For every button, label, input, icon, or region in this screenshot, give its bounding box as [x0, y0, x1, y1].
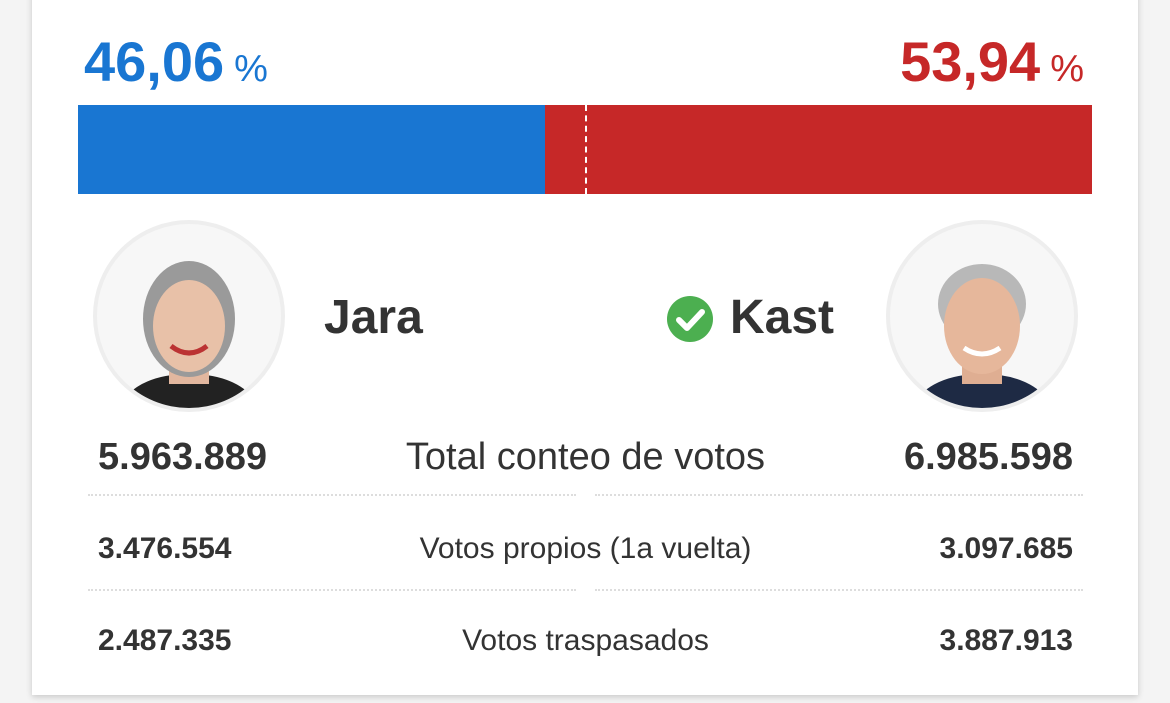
share-kast: 53,94% [900, 30, 1084, 101]
share-bar [78, 105, 1092, 194]
bar-segment [545, 105, 1092, 194]
share-value: 53,94 [900, 30, 1041, 93]
share-unit: % [1050, 48, 1084, 90]
divider [595, 589, 1083, 591]
row-label: Votos traspasados [462, 624, 709, 657]
votes-jara: 2.487.335 [98, 624, 232, 657]
votes-kast: 6.985.598 [903, 436, 1073, 478]
candidate-name: Jara [324, 291, 423, 344]
votes-kast: 3.887.913 [939, 624, 1073, 657]
bar-segment [78, 105, 546, 194]
divider [595, 494, 1083, 496]
row-label: Votos propios (1a vuelta) [419, 532, 752, 565]
majority-line [585, 105, 587, 194]
share-value: 46,06 [84, 30, 225, 93]
photo-jara [93, 220, 285, 412]
votes-jara: 5.963.889 [98, 436, 268, 478]
divider [88, 589, 576, 591]
votes-kast: 3.097.685 [939, 532, 1073, 565]
candidate-name: Kast [730, 291, 835, 344]
share-unit: % [234, 48, 268, 90]
votes-jara: 3.476.554 [98, 532, 232, 565]
winner-check [667, 296, 713, 342]
portrait [117, 261, 261, 408]
share-jara: 46,06% [84, 30, 268, 101]
divider [88, 494, 576, 496]
portrait [910, 264, 1054, 408]
row-label: Total conteo de votos [405, 436, 766, 478]
photo-kast [886, 220, 1078, 412]
